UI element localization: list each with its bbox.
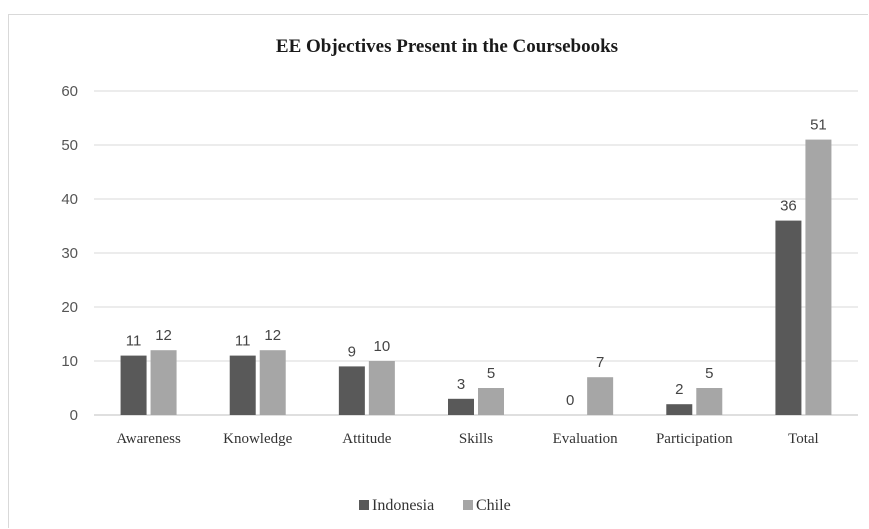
chart-title: EE Objectives Present in the Coursebooks [276,36,618,57]
bar-chile-participation [696,388,723,415]
legend-label-indonesia: Indonesia [372,497,434,514]
bars: 11 12 11 12 9 10 3 5 0 7 2 5 36 51 [120,117,832,415]
chart-frame [8,14,868,528]
x-tick-label: Attitude [342,431,392,447]
bar-indonesia-total [775,220,802,415]
x-axis-ticks: Awareness Knowledge Attitude Skills Evaluati… [116,431,818,447]
y-tick-label: 10 [61,353,78,370]
legend-label-chile: Chile [476,497,511,514]
data-label: 7 [596,354,604,371]
y-axis-ticks: 0 10 20 30 40 50 60 [61,83,78,424]
y-tick-label: 0 [70,407,78,424]
data-label: 9 [348,343,356,360]
data-label: 12 [264,327,281,344]
data-label: 5 [705,365,713,382]
x-tick-label: Skills [459,431,493,447]
x-tick-label: Evaluation [553,431,618,447]
data-label: 2 [675,381,683,398]
data-label: 51 [810,117,827,134]
bar-indonesia-awareness [120,355,147,415]
legend-swatch-chile [463,500,473,510]
x-tick-label: Awareness [116,431,181,447]
data-label: 12 [155,327,172,344]
y-tick-label: 30 [61,245,78,262]
data-label: 10 [374,338,391,355]
bar-chile-evaluation [587,377,614,415]
bar-chile-total [805,139,832,415]
gridlines [94,90,858,416]
bar-indonesia-skills [448,398,474,415]
x-tick-label: Total [788,431,819,447]
legend-swatch-indonesia [359,500,369,510]
data-label: 0 [566,392,574,409]
y-tick-label: 50 [61,137,78,154]
data-label: 5 [487,365,495,382]
y-tick-label: 40 [61,191,78,208]
bar-chile-attitude [368,361,395,415]
bar-indonesia-participation [666,404,693,415]
data-label: 11 [126,333,142,350]
x-tick-label: Participation [656,431,733,447]
bar-chile-awareness [150,350,177,415]
bar-chile-skills [478,388,504,415]
data-label: 36 [780,198,797,215]
data-label: 3 [457,376,465,393]
bar-chile-knowledge [259,350,286,415]
bar-indonesia-attitude [338,366,365,415]
y-tick-label: 20 [61,299,78,316]
legend: Indonesia Chile [359,497,511,514]
data-label: 11 [235,333,251,350]
bar-indonesia-knowledge [229,355,256,415]
y-tick-label: 60 [61,83,78,100]
x-tick-label: Knowledge [223,431,292,447]
